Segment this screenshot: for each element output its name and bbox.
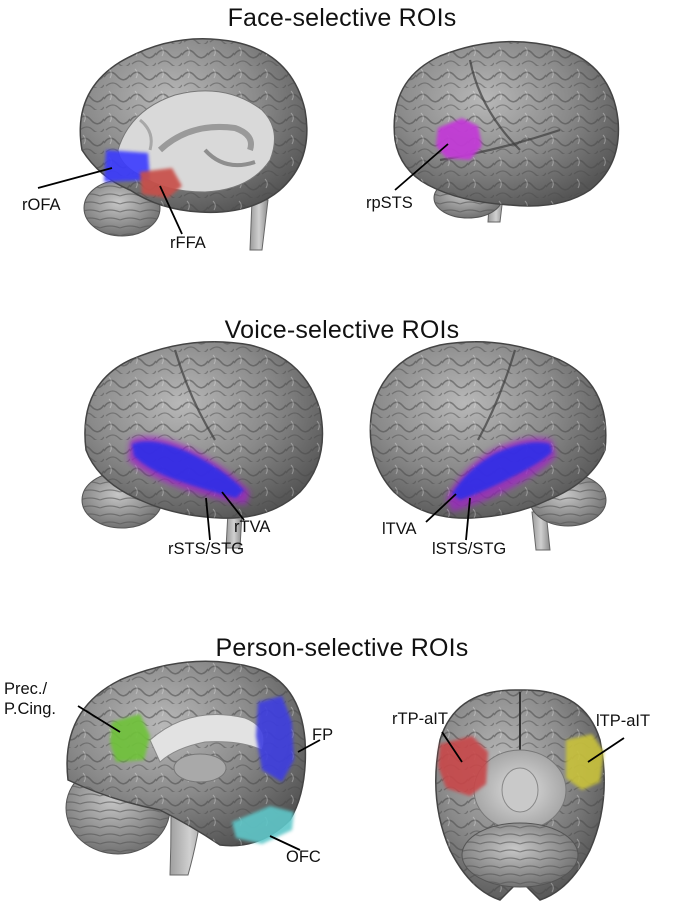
rtva-region [132,441,244,498]
ofc-region [232,806,294,844]
ltva-region [452,442,552,500]
rffa-region [140,168,182,198]
face-section-title: Face-selective ROIs [227,4,457,32]
label-ltva: lTVA [382,520,417,538]
label-rtp-ait: rTP-aIT [392,710,448,728]
person-section-title: Person-selective ROIs [215,634,469,662]
person-brain-ventral [435,689,605,901]
label-ltp-ait: lTP-aIT [596,712,651,730]
voice-section-title: Voice-selective ROIs [224,316,460,344]
label-fp: FP [312,726,334,744]
rofa-region [104,150,150,182]
voice-brain-left [369,341,607,551]
rtp-region [438,736,488,796]
label-lsts-stg: lSTS/STG [432,540,507,558]
person-brain-medial [65,660,307,876]
label-ofc: OFC [286,848,321,866]
precuneus-region [110,714,150,762]
label-rsts-stg: rSTS/STG [168,540,245,558]
leader-lines [37,143,625,851]
label-rffa: rFFA [170,234,206,252]
fp-region [256,696,294,782]
face-brain-medial [79,38,308,251]
rpsts-region [436,118,482,160]
label-pcing: P.Cing. [4,700,56,718]
label-rpsts: rpSTS [366,194,413,212]
voice-brain-right [81,341,324,549]
face-brain-lateral [393,40,620,223]
label-prec: Prec./ [4,680,48,698]
label-rtva: rTVA [234,518,271,536]
ltp-region [566,734,604,790]
label-rofa: rOFA [22,196,61,214]
